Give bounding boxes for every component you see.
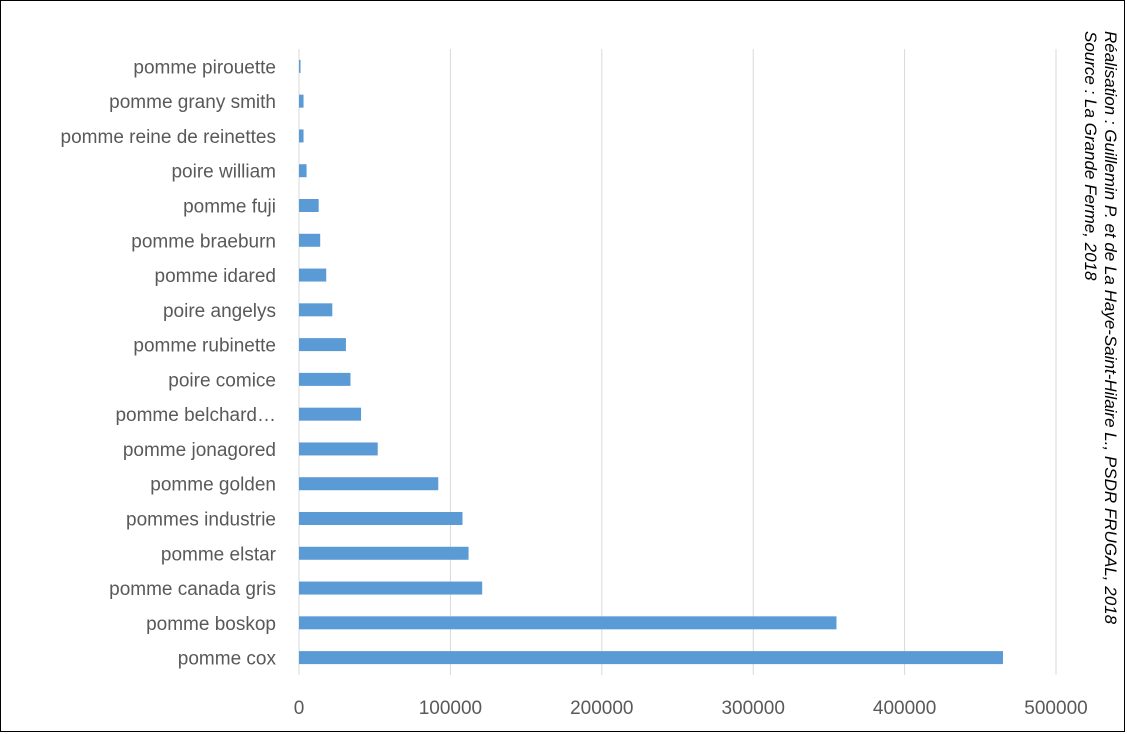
category-label: poire william	[171, 162, 276, 183]
bar	[299, 581, 483, 595]
x-tick-label: 200000	[570, 698, 633, 719]
realisation-credit: Réalisation : Guillemin P. et de La Haye…	[1101, 31, 1120, 625]
category-label: pomme belchard…	[115, 405, 276, 426]
category-label: pomme jonagored	[123, 440, 276, 461]
bar	[299, 199, 319, 212]
bar	[299, 372, 351, 386]
category-label: pomme braeburn	[131, 231, 276, 252]
bar	[299, 303, 333, 317]
bar	[299, 512, 463, 525]
bar	[299, 651, 1004, 665]
x-tick-label: 500000	[1024, 698, 1087, 719]
source-credit: Source : La Grande Ferme, 2018	[1081, 31, 1100, 281]
bar	[299, 129, 304, 143]
x-tick-label: 100000	[419, 698, 482, 719]
x-tick-label: 0	[294, 698, 305, 719]
bars	[299, 59, 1004, 665]
x-tick-label: 400000	[873, 698, 936, 719]
bar	[299, 407, 362, 421]
category-label: pomme fuji	[183, 197, 276, 218]
category-label: pomme cox	[178, 649, 277, 670]
bar	[299, 477, 439, 491]
x-tick-labels: 0 100000 200000 300000 400000 500000	[294, 698, 1088, 719]
category-label: pomme grany smith	[109, 92, 276, 113]
bar	[299, 268, 327, 282]
category-labels: pomme cox pomme boskop pomme canada gris po…	[61, 57, 277, 669]
category-label: pomme elstar	[161, 544, 277, 565]
bar	[299, 338, 346, 352]
category-label: pomme boskop	[146, 614, 276, 635]
category-label: pomme pirouette	[133, 57, 276, 78]
category-label: pomme idared	[155, 266, 276, 287]
category-label: pomme rubinette	[133, 336, 276, 357]
category-label: pommes industrie	[126, 510, 276, 531]
category-label: pomme canada gris	[109, 579, 276, 600]
category-label: poire angelys	[163, 301, 276, 322]
credits-block: Source : La Grande Ferme, 2018 Réalisati…	[1081, 31, 1120, 625]
category-label: poire comice	[168, 370, 276, 391]
bar	[299, 616, 837, 630]
category-label: pomme golden	[150, 475, 276, 496]
bar	[299, 442, 378, 456]
bar	[299, 164, 307, 178]
bar	[299, 94, 304, 108]
bar	[299, 546, 469, 560]
gridlines	[298, 49, 1057, 675]
category-label: pomme reine de reinettes	[61, 127, 276, 148]
bar	[299, 233, 321, 247]
x-tick-label: 300000	[721, 698, 784, 719]
bar	[299, 59, 301, 73]
